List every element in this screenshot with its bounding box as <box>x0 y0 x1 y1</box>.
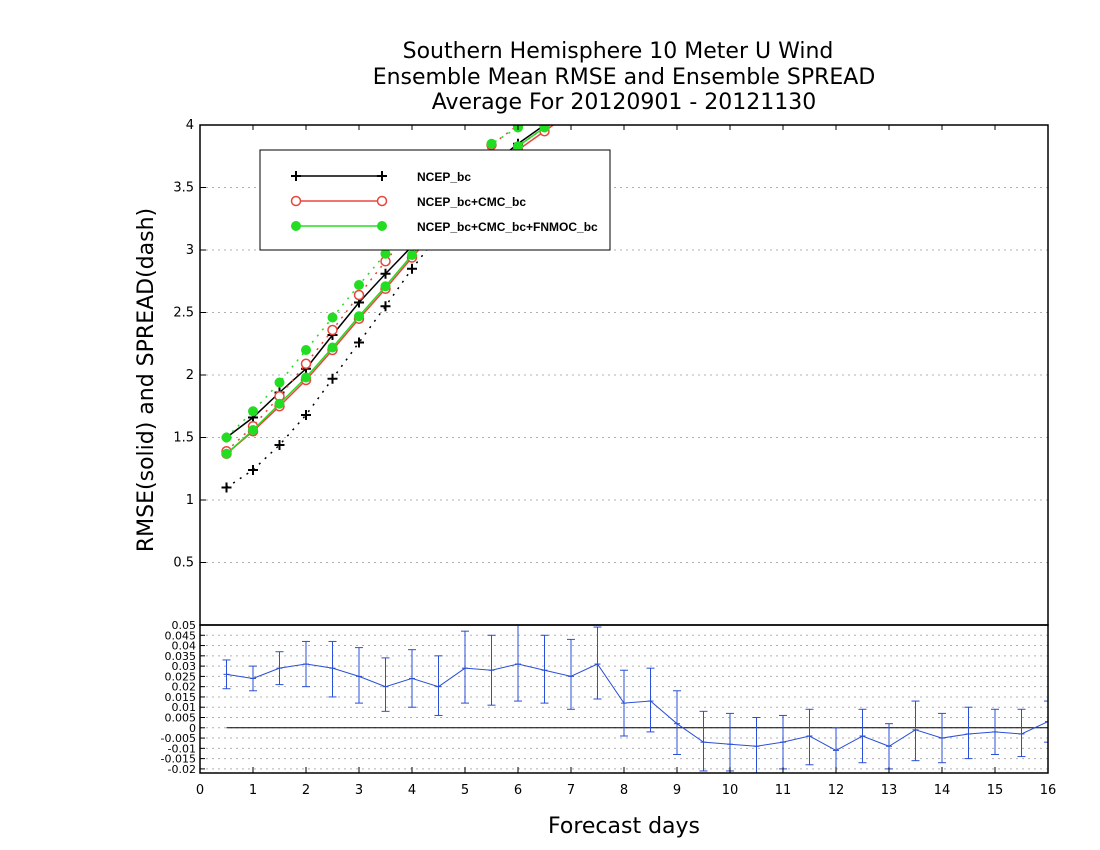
bottom-series <box>222 625 1048 773</box>
difference-line <box>226 663 1048 751</box>
bottom-y-tick-label: -0.015 <box>161 753 196 766</box>
x-tick-label: 12 <box>828 783 845 798</box>
series-2-spread-point <box>327 312 338 323</box>
bottom-y-tick-label: 0.005 <box>165 712 197 725</box>
x-tick-label: 3 <box>355 783 363 798</box>
top-y-tick-label: 3 <box>186 243 194 258</box>
top-y-tick-label: 1 <box>186 493 194 508</box>
x-tick-label: 9 <box>673 783 681 798</box>
series-2-rmse-point <box>274 398 285 409</box>
bottom-y-tick-label: 0.025 <box>165 670 197 683</box>
top-axes: 0.5 1 1.5 2 2.5 3 3.5 4 <box>173 118 1049 626</box>
x-tick-label: 10 <box>722 783 739 798</box>
x-tick-label: 15 <box>987 783 1004 798</box>
series-2-spread-point <box>274 377 285 388</box>
series-2-spread-point <box>221 432 232 443</box>
bottom-y-tick-label: -0.01 <box>168 742 196 755</box>
x-tick-label: 6 <box>514 783 522 798</box>
legend-marker-right-2 <box>377 221 387 231</box>
series-2-rmse-point <box>539 125 550 133</box>
series-2-rmse-point <box>380 281 391 292</box>
top-y-tick-label: 2.5 <box>173 306 194 321</box>
legend-label-ncep-cmc: NCEP_bc+CMC_bc <box>417 195 526 209</box>
bottom-y-tick-label: 0.035 <box>165 650 197 663</box>
bottom-grid <box>200 624 1048 770</box>
bottom-axes: 0.050.0450.040.0350.030.0250.020.0150.01… <box>161 619 1057 798</box>
top-y-tick-label: 4 <box>186 118 194 133</box>
series-0-spread-line <box>226 125 550 489</box>
series-2-spread-point <box>248 406 258 417</box>
chart-title-line3: Average For 20120901 - 20121130 <box>432 90 817 115</box>
series-2-rmse-point <box>407 250 417 260</box>
bottom-y-tick-label: 0.04 <box>172 640 197 653</box>
legend-label-ncep-bc: NCEP_bc <box>417 170 471 184</box>
top-y-tick-label: 1.5 <box>173 431 194 446</box>
x-tick-label: 4 <box>408 783 416 798</box>
series-1-spread-point <box>327 324 338 336</box>
bottom-y-tick-label: 0.05 <box>172 619 197 632</box>
series-1-spread-point <box>300 358 312 369</box>
series-2-rmse-point <box>301 372 311 383</box>
series-2-spread-point <box>486 138 497 149</box>
x-tick-label: 16 <box>1040 783 1057 798</box>
bottom-y-tick-label: 0 <box>189 722 196 735</box>
y-axis-title: RMSE(solid) and SPREAD(dash) <box>134 208 159 552</box>
bottom-y-tick-label: 0.045 <box>165 629 197 642</box>
bottom-y-tick-label: 0.03 <box>172 660 197 673</box>
top-y-tick-label: 3.5 <box>173 181 194 196</box>
top-y-tick-label: 2 <box>186 368 194 383</box>
x-tick-label: 14 <box>934 783 951 798</box>
x-tick-label: 8 <box>620 783 628 798</box>
legend-markers <box>290 171 388 231</box>
bottom-y-tick-label: 0.01 <box>172 701 197 714</box>
series-2-rmse-point <box>327 342 338 353</box>
series-2-rmse-point <box>221 448 232 459</box>
series-2-spread-point <box>301 345 311 355</box>
x-tick-label: 0 <box>196 783 204 798</box>
series-2-rmse-point <box>248 425 258 435</box>
legend: NCEP_bc NCEP_bc+CMC_bc NCEP_bc+CMC_bc+FN… <box>259 149 611 251</box>
series-1-spread-point <box>353 289 365 301</box>
x-tick-label: 5 <box>461 783 469 798</box>
chart-title-line2: Ensemble Mean RMSE and Ensemble SPREAD <box>373 65 876 90</box>
x-tick-label: 11 <box>775 783 792 798</box>
legend-marker-right-1 <box>376 195 388 207</box>
bottom-y-tick-label: -0.02 <box>168 763 196 776</box>
x-tick-label: 7 <box>567 783 575 798</box>
x-tick-label: 1 <box>249 783 257 798</box>
x-axis-title: Forecast days <box>548 814 700 839</box>
top-y-tick-label: 0.5 <box>173 556 194 571</box>
legend-marker-left-1 <box>290 195 302 207</box>
legend-marker-left-2 <box>291 221 301 231</box>
legend-box <box>259 149 611 251</box>
series-2-rmse-point <box>513 141 523 152</box>
bottom-y-tick-label: -0.005 <box>161 732 196 745</box>
bottom-y-tick-label: 0.015 <box>165 691 197 704</box>
series-2-spread-point <box>380 248 391 259</box>
chart-title-line1: Southern Hemisphere 10 Meter U Wind <box>403 39 834 64</box>
legend-label-ncep-cmc-fnmoc: NCEP_bc+CMC_bc+FNMOC_bc <box>417 220 598 234</box>
bottom-y-tick-label: 0.02 <box>172 681 197 694</box>
series-2-spread-point <box>354 280 364 290</box>
x-tick-label: 13 <box>881 783 898 798</box>
series-2-rmse-point <box>354 311 364 322</box>
x-tick-label: 2 <box>302 783 310 798</box>
